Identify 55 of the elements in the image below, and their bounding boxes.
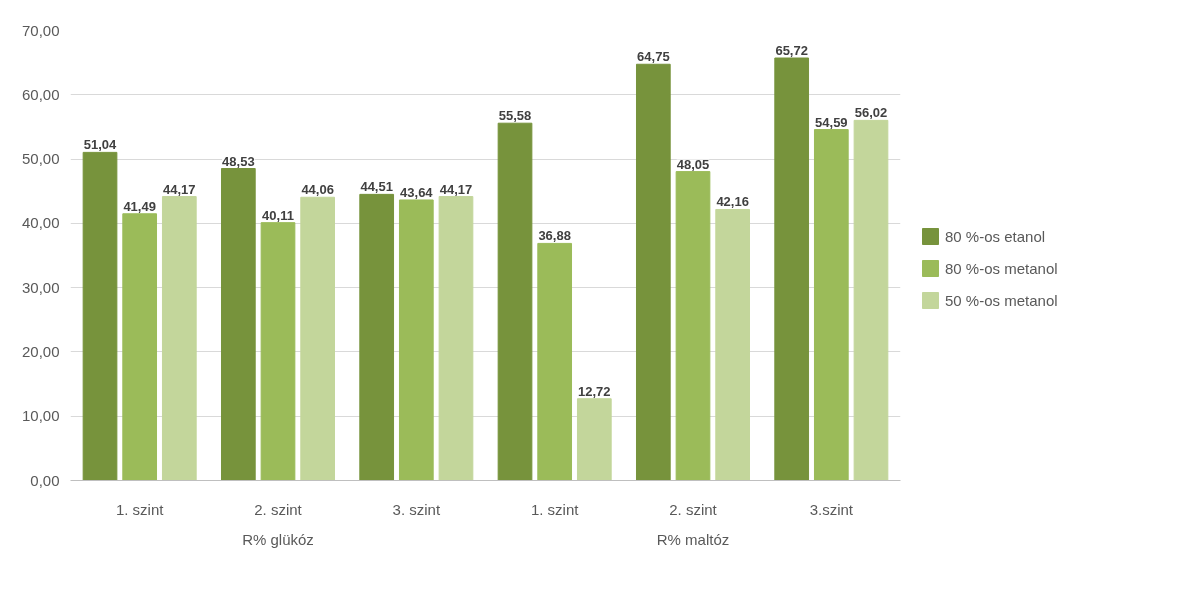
bar — [774, 57, 810, 481]
bar — [576, 398, 612, 481]
data-label: 42,16 — [716, 194, 749, 210]
bar — [497, 122, 533, 481]
bar — [122, 213, 158, 481]
bar — [813, 129, 849, 481]
y-tick-label: 70,00 — [21, 21, 60, 39]
data-label: 43,64 — [400, 184, 434, 200]
data-label: 48,53 — [222, 153, 255, 169]
data-label: 48,05 — [676, 156, 710, 172]
x-tick-label: 1. szint — [115, 500, 165, 518]
legend-label: 50 %-os metanol — [945, 291, 1058, 309]
bar — [300, 196, 336, 481]
bar — [260, 222, 296, 481]
bar — [675, 171, 711, 481]
x-tick-label: 3.szint — [809, 500, 854, 518]
bar — [359, 193, 395, 481]
data-label: 55,58 — [498, 108, 532, 124]
y-tick-label: 0,00 — [30, 471, 60, 489]
data-label: 64,75 — [637, 49, 670, 65]
y-tick-label: 40,00 — [21, 214, 60, 232]
x-tick-label: 3. szint — [392, 500, 441, 518]
bar — [398, 199, 434, 481]
data-label: 54,59 — [815, 114, 848, 130]
bar — [715, 208, 751, 481]
x-tick-label: 1. szint — [530, 500, 580, 518]
text: R% glükóz — [242, 530, 314, 548]
bar — [853, 119, 889, 481]
y-tick-label: 20,00 — [21, 342, 60, 360]
data-label: 65,72 — [775, 43, 808, 59]
data-label: 36,88 — [538, 228, 571, 244]
data-label: 56,02 — [854, 105, 888, 121]
bar — [537, 242, 573, 481]
bar — [635, 63, 671, 481]
bar — [220, 168, 256, 481]
x-tick-label: 2. szint — [254, 500, 303, 518]
data-label: 12,72 — [578, 383, 611, 399]
text: R% maltóz — [656, 530, 730, 548]
data-label: 44,17 — [439, 181, 473, 197]
data-label: 40,11 — [262, 207, 294, 223]
bar — [438, 196, 474, 481]
bar — [82, 151, 118, 481]
y-tick-label: 60,00 — [21, 85, 60, 103]
data-label: 44,06 — [301, 182, 334, 198]
legend-label: 80 %-os metanol — [945, 259, 1058, 277]
data-label: 44,17 — [163, 181, 196, 197]
bar — [161, 196, 197, 481]
data-label: 51,04 — [83, 137, 118, 153]
y-tick-label: 30,00 — [21, 278, 60, 296]
y-tick-label: 10,00 — [21, 407, 60, 425]
data-label: 41,49 — [123, 198, 156, 214]
x-tick-label: 2. szint — [669, 500, 718, 518]
y-tick-label: 50,00 — [21, 150, 60, 168]
data-label: 44,51 — [360, 179, 393, 195]
legend-label: 80 %-os etanol — [945, 227, 1046, 245]
